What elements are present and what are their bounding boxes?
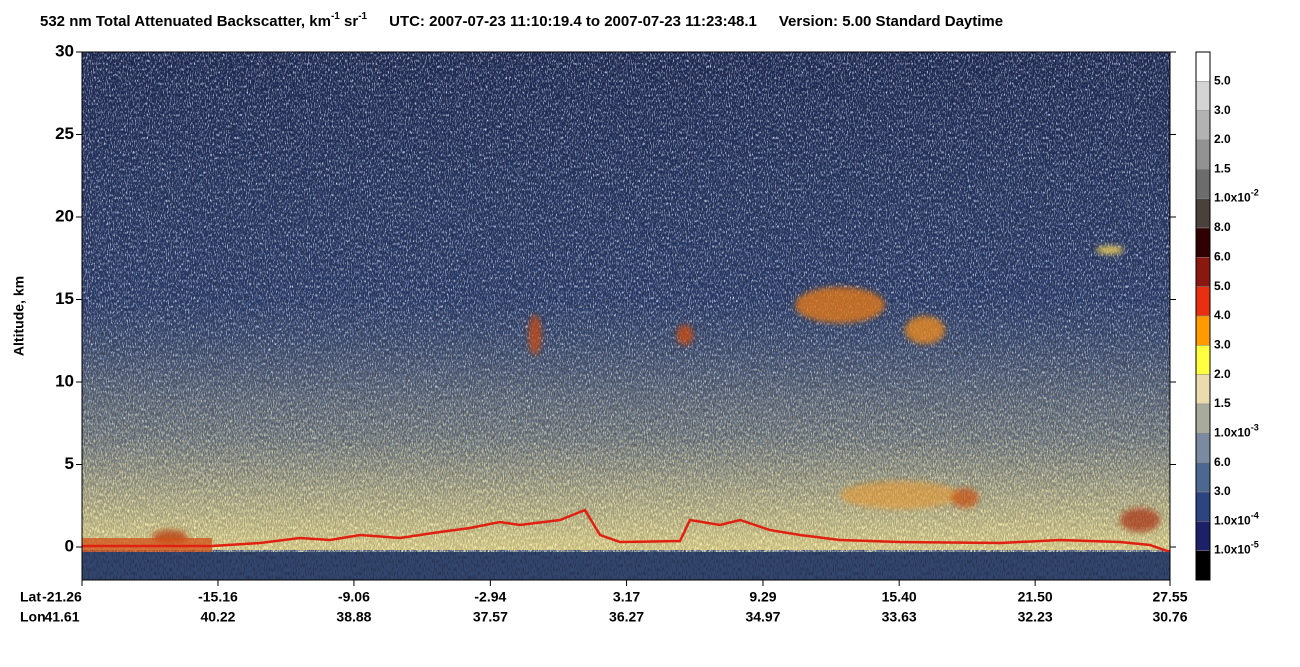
y-tick-label: 0 [65,536,74,555]
x-tick-label: 15.40 [882,589,917,605]
surface-line [82,508,1170,554]
colorbar-swatch [1195,286,1211,317]
colorbar-swatch [1195,227,1211,258]
colorbar-label-exponent: -2 [1251,188,1259,198]
colorbar-label: 1.5 [1214,396,1231,410]
colorbar-label: 6.0 [1214,250,1231,264]
colorbar-label: 5.0 [1214,74,1231,88]
colorbar-label: 2.0 [1214,132,1231,146]
lon-label: 36.27 [609,609,644,625]
y-tick-label: 5 [65,454,74,473]
title-time-range: UTC: 2007-07-23 11:10:19.4 to 2007-07-23… [389,13,757,30]
lon-label: 34.97 [745,609,780,625]
curtain-texture [82,52,1170,580]
colorbar-swatch [1195,315,1211,346]
lon-label: 41.61 [44,609,79,625]
colorbar-swatch [1195,433,1211,463]
colorbar-label: 6.0 [1214,455,1231,469]
lon-label: 38.88 [336,609,371,625]
lon-label: 40.22 [200,609,235,625]
colorbar-swatch [1195,198,1211,229]
colorbar-label: 5.0 [1214,279,1231,293]
colorbar-label: 1.5 [1214,162,1231,176]
lon-label: 37.57 [473,609,508,625]
chart-title: 532 nm Total Attenuated Backscatter, km-… [40,11,1003,30]
x-row-label: Lon [20,609,46,625]
x-row-label: Lat [20,589,41,605]
title-version: Version: 5.00 Standard Daytime [779,13,1003,30]
colorbar-swatch [1195,521,1211,551]
colorbar-swatch [1195,257,1211,287]
colorbar-swatch [1195,550,1211,581]
curtain [82,52,1170,580]
lon-label: 33.63 [882,609,917,625]
colorbar-label: 8.0 [1214,220,1231,234]
x-tick-label: 21.50 [1018,589,1053,605]
x-tick-label: 3.17 [613,589,640,605]
colorbar-label: 3.0 [1214,484,1231,498]
y-axis-label: Altitude, km [11,276,27,356]
curtain-texture [82,552,1170,580]
colorbar-label-base: 1.0x10 [1214,426,1251,440]
x-tick-label: -9.06 [338,589,370,605]
y-tick-label: 20 [55,206,74,225]
colorbar-label-exponent: -4 [1251,511,1259,521]
x-tick-label: -2.94 [474,589,506,605]
colorbar-label: 3.0 [1214,103,1231,117]
colorbar-label-base: 1.0x10 [1214,514,1251,528]
x-tick-label: 27.55 [1152,589,1187,605]
x-tick-label: -21.26 [42,589,82,605]
x-tick-label: -15.16 [198,589,238,605]
colorbar-label: 1.0x10-3 [1214,423,1259,440]
colorbar-swatch [1195,110,1211,141]
colorbar-swatch [1195,491,1211,522]
colorbar-swatch [1195,345,1211,375]
colorbar-label-exponent: -5 [1251,540,1259,550]
x-tick-label: 9.29 [749,589,776,605]
title-superscript: -1 [331,11,340,22]
colorbar-label: 2.0 [1214,367,1231,381]
y-tick-label: 10 [55,371,74,390]
colorbar-swatch [1195,374,1211,405]
y-tick-label: 15 [55,289,74,308]
lon-label: 30.76 [1152,609,1187,625]
title-part: sr [340,13,359,30]
colorbar-swatch [1195,403,1211,434]
plot-frame [81,51,1171,581]
colorbar-frame [1195,51,1211,581]
colorbar-swatch [1195,462,1211,493]
colorbar-swatch [1195,139,1211,170]
colorbar-swatch [1195,81,1211,111]
y-tick-label: 25 [55,124,74,143]
colorbar-label: 1.0x10-2 [1214,188,1259,205]
y-tick-label: 30 [55,41,74,60]
colorbar-label: 1.0x10-4 [1214,511,1259,528]
title-superscript: -1 [358,11,367,22]
colorbar-label: 3.0 [1214,338,1231,352]
colorbar-swatch [1195,51,1211,82]
colorbar-label-exponent: -3 [1251,423,1259,433]
title-part: 532 nm Total Attenuated Backscatter, km [40,13,331,30]
colorbar-swatch [1195,169,1211,199]
colorbar-label-base: 1.0x10 [1214,191,1251,205]
colorbar-label-base: 1.0x10 [1214,543,1251,557]
lon-label: 32.23 [1018,609,1053,625]
colorbar-label: 1.0x10-5 [1214,540,1259,557]
cloud-features [152,246,1160,544]
colorbar-label: 4.0 [1214,308,1231,322]
